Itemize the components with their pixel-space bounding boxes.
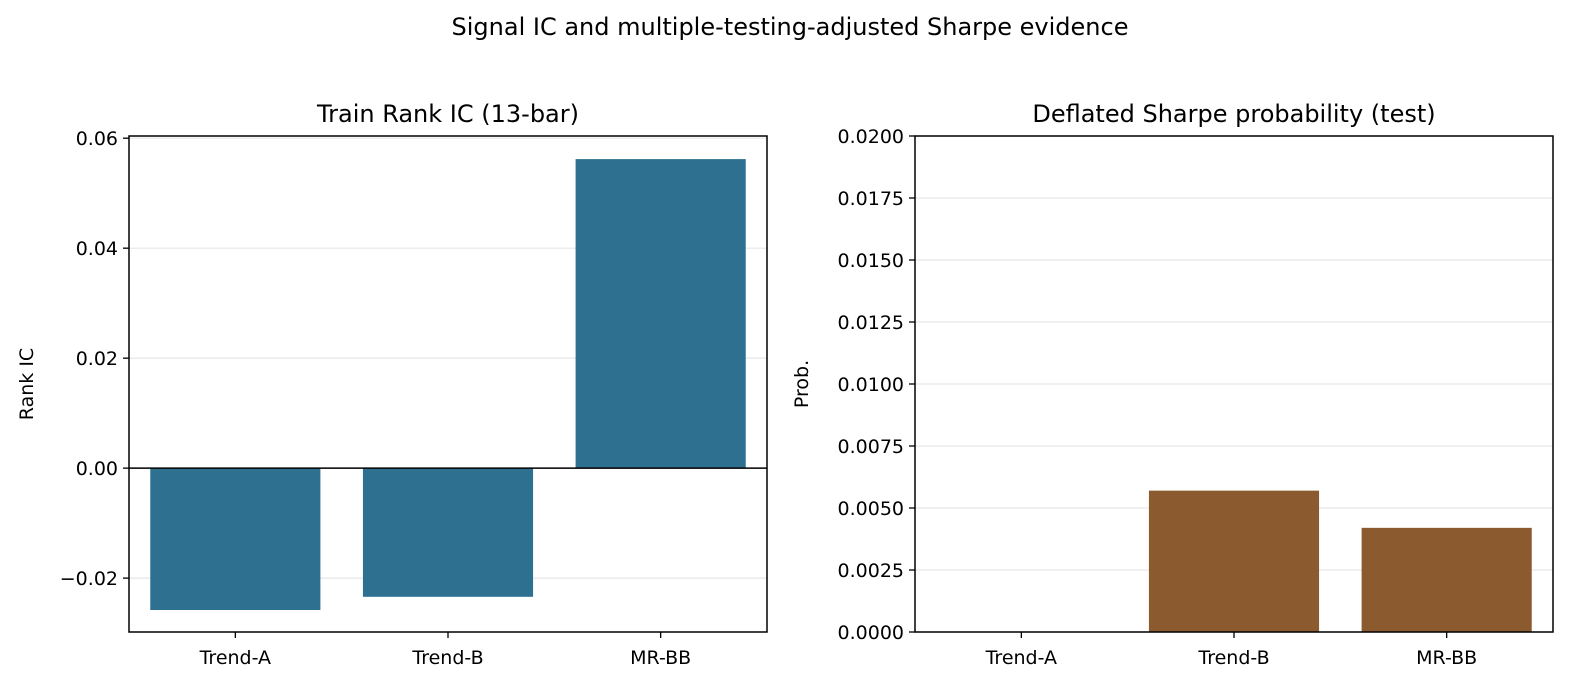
panel-2-ytick-label: 0.0025: [838, 560, 904, 582]
panel-2-ytick-label: 0.0125: [838, 312, 904, 334]
panel-2-bar-trend-b: [1149, 491, 1319, 632]
panel-1-xtick-label: Trend-A: [199, 647, 271, 669]
panel-2-ylabel: Prob.: [791, 360, 813, 408]
panel-1-ylabel: Rank IC: [16, 348, 38, 420]
panel-1-ytick-label: 0.04: [76, 238, 118, 260]
panel-1-ytick-label: −0.02: [60, 568, 118, 590]
panel-1-ytick-label: 0.00: [76, 458, 118, 480]
panel-1-bar-trend-b: [363, 468, 533, 597]
panel-2-xtick-label: Trend-A: [985, 647, 1057, 669]
panel-1-xtick-label: Trend-B: [411, 647, 483, 669]
panel-2-title: Deflated Sharpe probability (test): [1032, 100, 1435, 128]
panel-1-ytick-label: 0.02: [76, 348, 118, 370]
panel-1-bar-mr-bb: [576, 159, 746, 468]
panel-2-ytick-label: 0.0175: [838, 188, 904, 210]
panel-1-bar-trend-a: [150, 468, 320, 610]
panel-2-xtick-label: MR-BB: [1416, 647, 1477, 669]
panel-2-xtick-label: Trend-B: [1197, 647, 1269, 669]
panel-2-ytick-label: 0.0000: [838, 622, 904, 644]
panel-2-ytick-label: 0.0200: [838, 126, 904, 148]
panel-1-ytick-label: 0.06: [76, 128, 118, 150]
panel-2-ytick-label: 0.0100: [838, 374, 904, 396]
panel-1-title: Train Rank IC (13-bar): [316, 100, 579, 128]
panel-2-ytick-label: 0.0050: [838, 498, 904, 520]
panel-2-ytick-label: 0.0075: [838, 436, 904, 458]
panel-2-ytick-label: 0.0150: [838, 250, 904, 272]
panel-2-bar-mr-bb: [1362, 528, 1532, 632]
figure-title: Signal IC and multiple-testing-adjusted …: [452, 13, 1129, 41]
panel-1-xtick-label: MR-BB: [630, 647, 691, 669]
